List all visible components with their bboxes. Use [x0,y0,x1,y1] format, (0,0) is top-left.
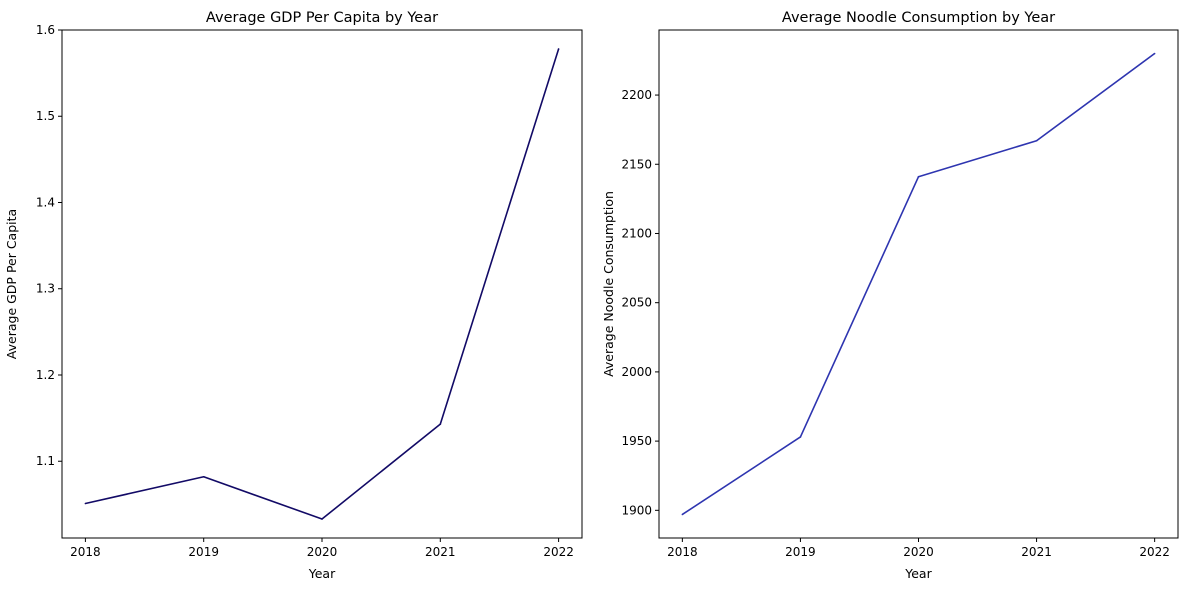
y-tick-label: 1.4 [36,195,55,209]
series-layer [84,48,560,520]
y-tick-label: 1.6 [36,23,55,37]
x-axis-label: Year [904,566,932,581]
gdp-chart: Average GDP Per Capita by Year Year Aver… [4,10,583,581]
plot-frame [61,29,583,539]
data-point [681,513,684,516]
data-point [557,48,560,50]
x-tick-label: 2020 [903,545,934,559]
y-tick-label: 2150 [621,157,652,171]
x-axis-label: Year [308,566,336,581]
y-tick-label: 1900 [621,503,652,517]
chart-title: Average Noodle Consumption by Year [782,10,1055,26]
axis-ticks: 2018 2019 2020 2021 2022 1900 1950 2000 2050 2100… [621,88,1169,559]
data-point [1035,139,1038,142]
data-point [439,423,442,425]
data-point [84,502,87,505]
y-tick-label: 1.3 [36,282,55,296]
noodle-chart: Average Noodle Consumption by Year Year … [601,10,1179,581]
y-tick-label: 2200 [621,88,652,102]
x-tick-label: 2018 [70,545,101,559]
x-tick-label: 2022 [1139,545,1170,559]
y-tick-label: 1.1 [36,454,55,468]
x-tick-label: 2021 [425,545,456,559]
x-tick-label: 2019 [188,545,219,559]
y-tick-label: 2050 [621,296,652,310]
y-tick-label: 2000 [621,365,652,379]
y-tick-label: 2100 [621,226,652,240]
data-point [799,436,802,438]
data-point [1153,52,1156,55]
axis-ticks: 2018 2019 2020 2021 2022 1.1 1.2 1.3 1.4 1.5 1.6 [36,23,574,559]
series-layer [681,52,1156,516]
data-point [202,475,205,478]
y-axis-label: Average Noodle Consumption [601,191,616,377]
data-point [321,518,323,520]
x-tick-label: 2020 [307,545,338,559]
y-tick-label: 1.2 [36,368,55,382]
y-tick-label: 1950 [621,434,652,448]
data-point [917,175,920,178]
x-tick-label: 2021 [1021,545,1052,559]
y-axis-label: Average GDP Per Capita [4,209,19,359]
x-tick-label: 2022 [543,545,574,559]
x-tick-label: 2018 [667,545,698,559]
plot-frame [658,29,1179,539]
chart-title: Average GDP Per Capita by Year [206,10,438,26]
x-tick-label: 2019 [785,545,816,559]
y-tick-label: 1.5 [36,109,55,123]
